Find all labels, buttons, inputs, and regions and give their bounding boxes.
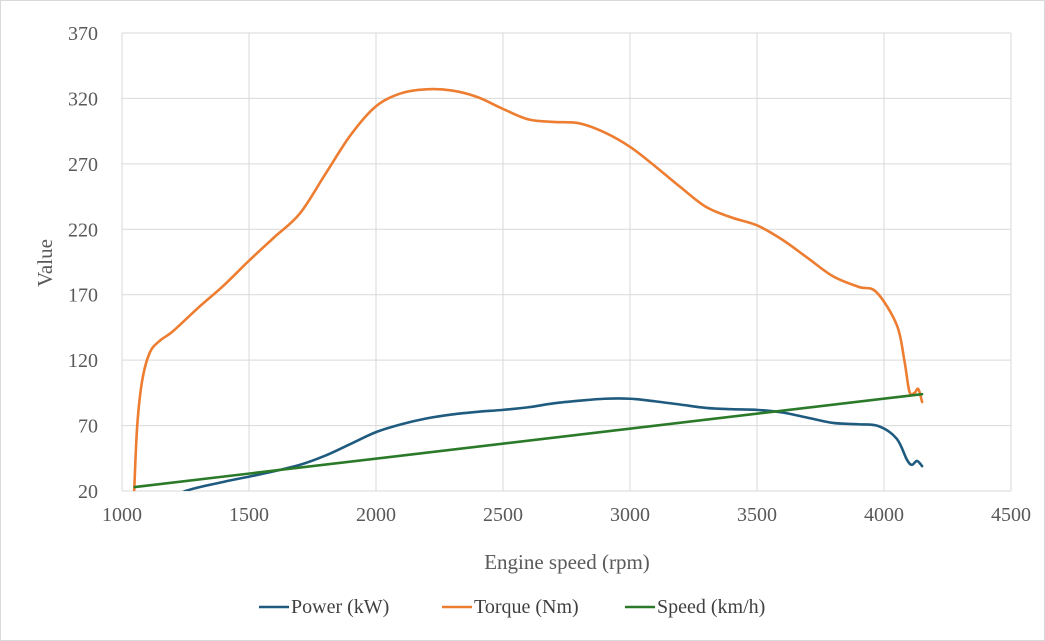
x-axis-title: Engine speed (rpm) <box>484 550 650 574</box>
y-tick-label: 370 <box>68 23 98 45</box>
x-axis-ticks: 1000 1500 2000 2500 3000 3500 4000 4500 <box>102 504 1031 526</box>
x-tick-label: 3500 <box>737 504 777 526</box>
x-tick-label: 4000 <box>864 504 904 526</box>
power-series-line <box>181 397 924 491</box>
legend-label-power: Power (kW) <box>291 596 389 618</box>
legend-label-torque: Torque (Nm) <box>474 596 579 618</box>
y-tick-label: 320 <box>68 88 98 110</box>
x-tick-label: 4500 <box>991 504 1031 526</box>
torque-series-line <box>132 87 924 491</box>
y-tick-label: 220 <box>68 219 98 241</box>
legend: Power (kW) Torque (Nm) Speed (km/h) <box>259 596 765 618</box>
y-tick-label: 170 <box>68 285 98 307</box>
x-tick-label: 2500 <box>483 504 523 526</box>
y-axis-ticks: 20 70 120 170 220 270 320 370 <box>68 23 98 503</box>
x-tick-label: 1000 <box>102 504 142 526</box>
y-tick-label: 120 <box>68 350 98 372</box>
y-axis-title: Value <box>33 239 57 287</box>
y-tick-label: 70 <box>78 416 98 438</box>
legend-label-speed: Speed (km/h) <box>657 596 765 618</box>
x-tick-label: 2000 <box>356 504 396 526</box>
x-tick-label: 3000 <box>610 504 650 526</box>
y-tick-label: 20 <box>78 481 98 503</box>
x-tick-label: 1500 <box>229 504 269 526</box>
y-tick-label: 270 <box>68 154 98 176</box>
grid <box>121 32 1012 492</box>
series-layer <box>132 87 924 491</box>
speed-series-line <box>133 392 924 489</box>
